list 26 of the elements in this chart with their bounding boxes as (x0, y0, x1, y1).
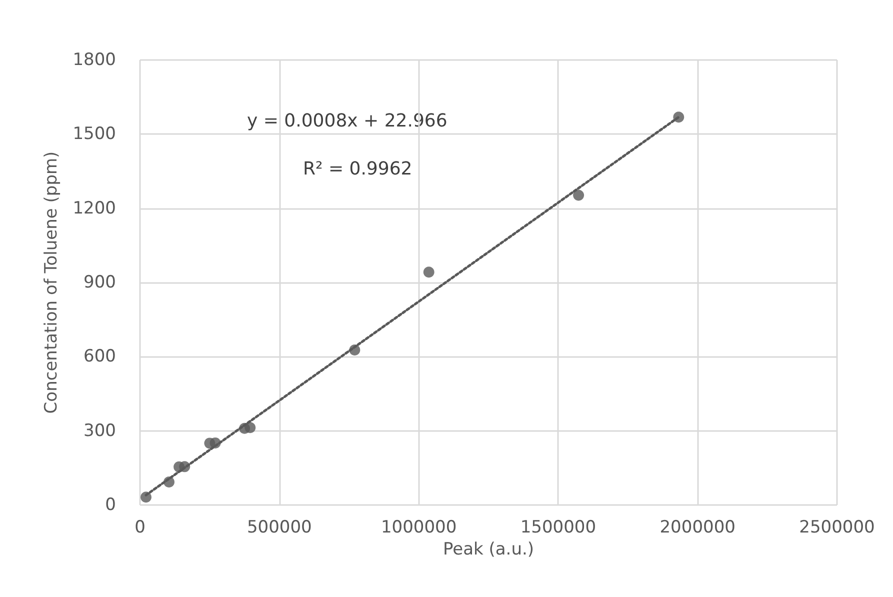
x-tick-label: 0 (134, 518, 146, 538)
point (210, 437, 221, 448)
y-tick-label: 1800 (72, 50, 116, 70)
x-tick-label: 500000 (246, 518, 312, 538)
y-axis-title: Concentation of Toluene (ppm) (42, 151, 62, 414)
point (140, 492, 152, 503)
point (244, 422, 256, 434)
annotation: y = 0.0008x + 22.966 (247, 110, 448, 132)
point (673, 112, 684, 123)
y-tick-label: 300 (84, 420, 116, 441)
annotation: R² = 0.9962 (303, 158, 412, 180)
y-tick-label: 1500 (72, 124, 116, 144)
x-tick-label: 2500000 (799, 518, 875, 538)
point (423, 266, 434, 278)
y-tick-label: 900 (84, 272, 116, 292)
point (179, 461, 190, 472)
x-axis-title: Peak (a.u.) (442, 539, 534, 560)
point (573, 190, 584, 201)
y-tick-label: 0 (105, 495, 116, 515)
x-tick-label: 2000000 (660, 518, 736, 538)
y-tick-label: 1200 (72, 198, 116, 218)
x-tick-label: 1500000 (520, 518, 596, 538)
y-tick-label: 600 (84, 346, 116, 367)
point (349, 344, 360, 356)
x-tick-label: 1000000 (380, 518, 457, 538)
point (164, 476, 174, 488)
